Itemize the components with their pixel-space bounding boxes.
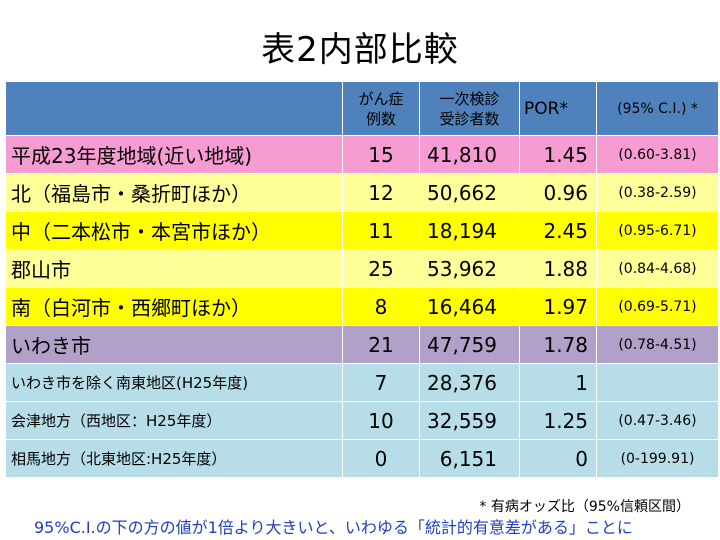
footnote: * 有病オッズ比（95%信頼区間） [479,499,690,515]
row-cases: 25 [342,249,420,288]
row-por: 1.97 [519,287,597,326]
row-name: いわき市を除く南東地区(H25年度) [5,363,343,402]
comparison-table: がん症 例数 一次検診 受診者数 POR* (95% C.I.) * 平成23年… [5,81,719,478]
table-row: いわき市を除く南東地区(H25年度) 7 28,376 1 [5,363,719,402]
row-por: 1.78 [519,325,597,364]
table-row: 相馬地方（北東地区:H25年度） 0 6,151 0 (0-199.91) [5,439,719,478]
row-name: いわき市 [5,325,343,364]
table-header-row: がん症 例数 一次検診 受診者数 POR* (95% C.I.) * [5,81,719,136]
row-por: 1.25 [519,401,597,440]
row-ci [596,363,719,402]
table-row: いわき市 21 47,759 1.78 (0.78-4.51) [5,325,719,364]
row-por: 0 [519,439,597,478]
row-ci: (0.95-6.71) [596,211,719,250]
row-examinees: 53,962 [419,249,520,288]
header-cases-line2: 例数 [365,109,396,128]
row-por: 2.45 [519,211,597,250]
row-name: 南（白河市・西郷町ほか） [5,287,343,326]
row-name: 平成23年度地域(近い地域) [5,135,343,174]
header-cases-line1: がん症 [358,89,404,108]
row-cases: 21 [342,325,420,364]
header-blank [5,81,343,136]
row-cases: 11 [342,211,420,250]
row-ci: (0.84-4.68) [596,249,719,288]
row-examinees: 47,759 [419,325,520,364]
row-por: 1.45 [519,135,597,174]
row-name: 郡山市 [5,249,343,288]
header-examinees: 一次検診 受診者数 [419,81,520,136]
slide-title: 表2内部比較 [261,30,459,70]
row-ci: (0-199.91) [596,439,719,478]
row-examinees: 16,464 [419,287,520,326]
header-examinees-line2: 受診者数 [439,109,500,128]
row-name: 会津地方（西地区：H25年度） [5,401,343,440]
row-cases: 10 [342,401,420,440]
table-row: 平成23年度地域(近い地域) 15 41,810 1.45 (0.60-3.81… [5,135,719,174]
header-cases: がん症 例数 [342,81,420,136]
row-ci: (0.78-4.51) [596,325,719,364]
row-ci: (0.47-3.46) [596,401,719,440]
row-por: 1.88 [519,249,597,288]
header-por: POR* [519,81,597,136]
row-cases: 8 [342,287,420,326]
row-ci: (0.38-2.59) [596,173,719,212]
row-examinees: 18,194 [419,211,520,250]
row-examinees: 6,151 [419,439,520,478]
row-name: 北（福島市・桑折町ほか） [5,173,343,212]
table-row: 郡山市 25 53,962 1.88 (0.84-4.68) [5,249,719,288]
row-ci: (0.60-3.81) [596,135,719,174]
row-examinees: 32,559 [419,401,520,440]
table-row: 南（白河市・西郷町ほか） 8 16,464 1.97 (0.69-5.71) [5,287,719,326]
row-ci: (0.69-5.71) [596,287,719,326]
row-cases: 12 [342,173,420,212]
row-name: 相馬地方（北東地区:H25年度） [5,439,343,478]
header-examinees-line1: 一次検診 [439,89,500,108]
row-cases: 0 [342,439,420,478]
row-examinees: 28,376 [419,363,520,402]
bottom-note: 95%C.I.の下の方の値が1倍より大きいと、いわゆる「統計的有意差がある」こと… [34,518,633,537]
row-examinees: 50,662 [419,173,520,212]
table-row: 会津地方（西地区：H25年度） 10 32,559 1.25 (0.47-3.4… [5,401,719,440]
row-cases: 7 [342,363,420,402]
header-ci: (95% C.I.) * [596,81,719,136]
table-row: 北（福島市・桑折町ほか） 12 50,662 0.96 (0.38-2.59) [5,173,719,212]
row-name: 中（二本松市・本宮市ほか） [5,211,343,250]
row-examinees: 41,810 [419,135,520,174]
row-cases: 15 [342,135,420,174]
table-row: 中（二本松市・本宮市ほか） 11 18,194 2.45 (0.95-6.71) [5,211,719,250]
row-por: 1 [519,363,597,402]
row-por: 0.96 [519,173,597,212]
